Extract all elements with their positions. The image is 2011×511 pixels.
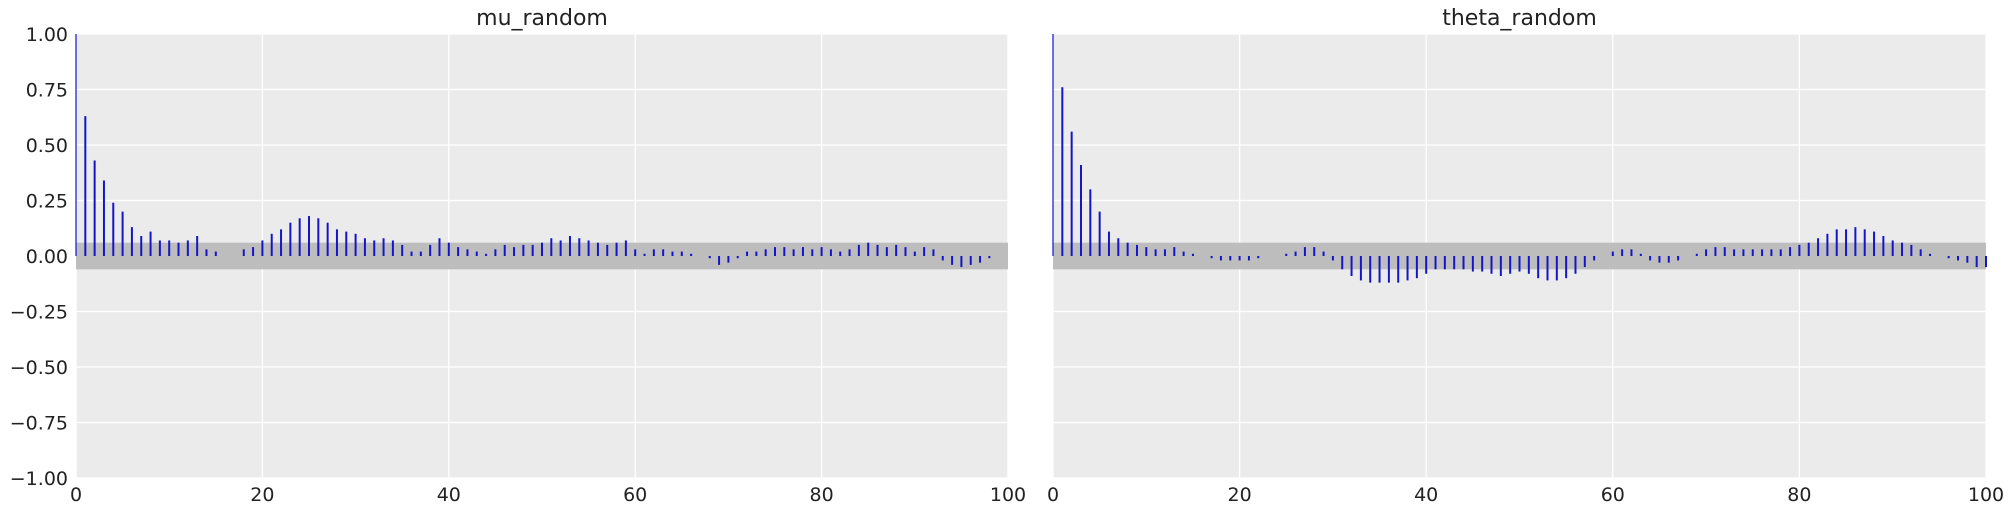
y-tick-label-1-00: 1.00	[26, 24, 68, 46]
mu-random-panel: mu_random 0 20 40 60 80 100 1.00 0.75 0.50 0.25 0.0…	[10, 6, 1026, 506]
x-tick-label-20: 20	[250, 484, 274, 506]
y-tick-label-minus-0-25: −0.25	[10, 302, 68, 324]
x-tick-label-0: 0	[70, 484, 82, 506]
x-tick-label-100: 100	[1968, 484, 2004, 506]
y-tick-label-minus-0-50: −0.50	[10, 357, 68, 379]
y-tick-label-0-75: 0.75	[26, 80, 68, 102]
y-tick-label-0-25: 0.25	[26, 191, 68, 213]
x-tick-label-40: 40	[1414, 484, 1438, 506]
x-tick-label-80: 80	[810, 484, 834, 506]
theta-random-title: theta_random	[1442, 6, 1597, 31]
x-tick-label-60: 60	[1601, 484, 1625, 506]
x-tick-label-60: 60	[623, 484, 647, 506]
x-tick-label-100: 100	[990, 484, 1026, 506]
y-tick-label-0-50: 0.50	[26, 135, 68, 157]
x-tick-label-40: 40	[437, 484, 461, 506]
y-tick-label-minus-0-75: −0.75	[10, 413, 68, 435]
x-tick-label-0: 0	[1047, 484, 1059, 506]
mu-random-title: mu_random	[476, 6, 608, 31]
x-tick-label-20: 20	[1228, 484, 1252, 506]
theta-random-panel: theta_random 0 20 40 60 80 100	[1047, 6, 2004, 506]
y-tick-label-minus-1-00: −1.00	[10, 468, 68, 490]
x-tick-label-80: 80	[1787, 484, 1811, 506]
y-tick-label-0-00: 0.00	[26, 246, 68, 268]
